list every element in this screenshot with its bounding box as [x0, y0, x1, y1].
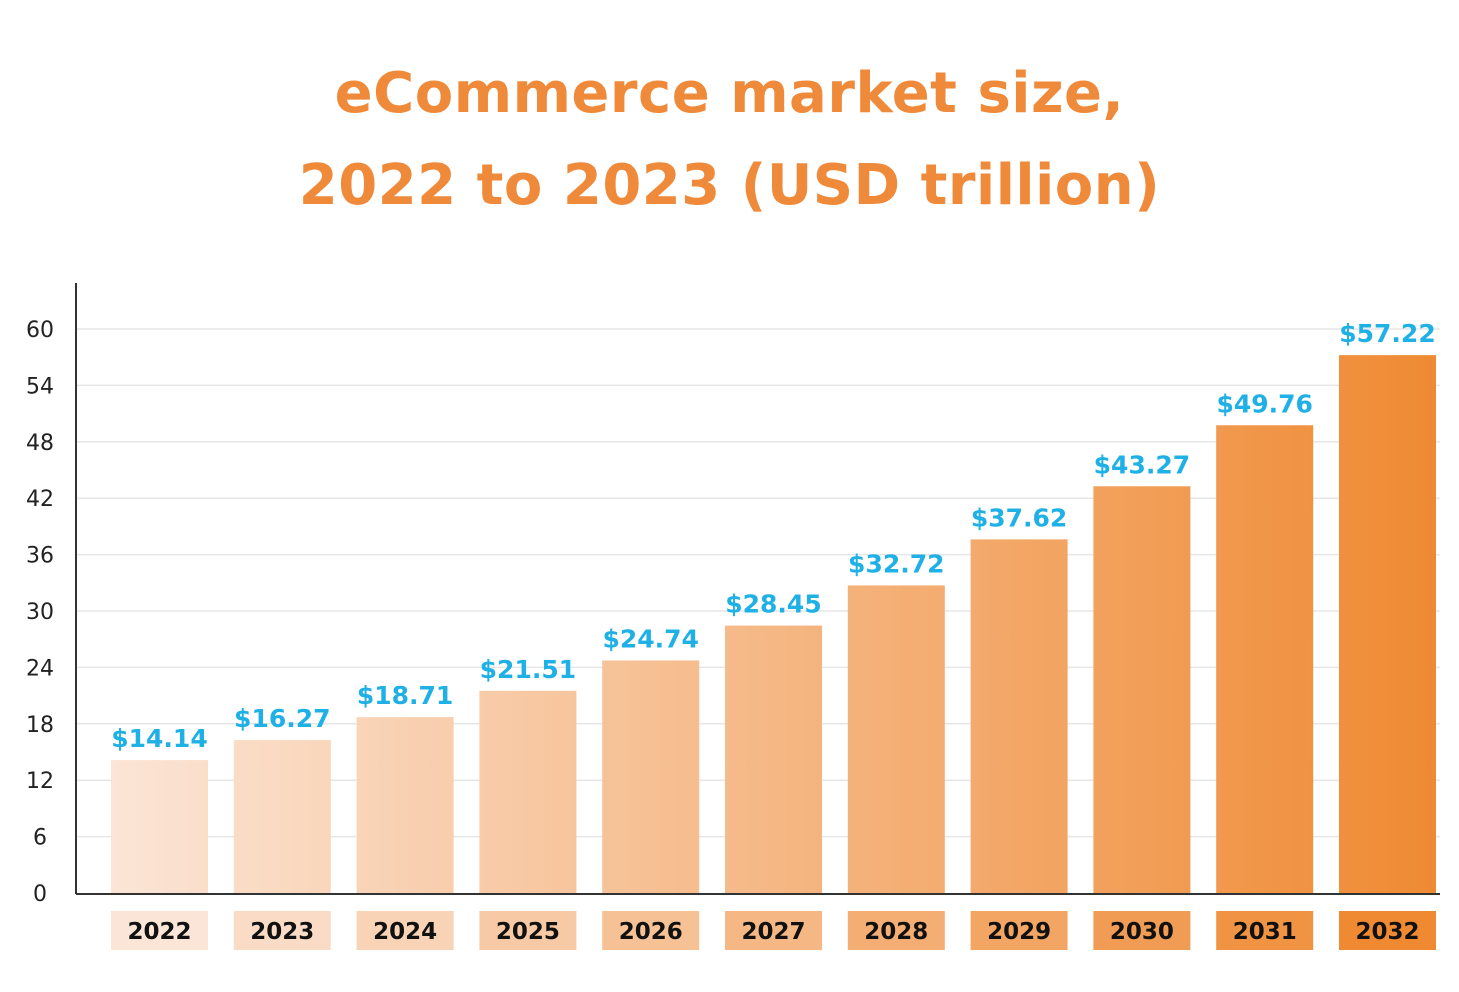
bar-value-label: $43.27: [1094, 450, 1190, 479]
y-tick-label: 54: [26, 374, 54, 399]
bar-value-label: $24.74: [602, 624, 698, 653]
x-category-box: [356, 911, 454, 950]
x-category-box: [725, 911, 822, 950]
bar-value-label: $21.51: [480, 655, 576, 684]
x-category-box: [1216, 911, 1314, 950]
x-tick-label: 2029: [987, 919, 1051, 945]
x-tick-label: 2032: [1355, 919, 1419, 945]
chart-title-line-1: eCommerce market size,: [334, 61, 1125, 126]
y-tick-label: 24: [26, 656, 54, 681]
x-category-box: [233, 911, 331, 950]
x-tick-label: 2025: [496, 919, 560, 945]
bar: [602, 660, 700, 893]
y-tick-label: 30: [26, 600, 54, 625]
bar: [1216, 425, 1314, 893]
bar-value-label: $37.62: [971, 503, 1067, 532]
x-category-box: [479, 911, 577, 950]
bar: [1339, 355, 1436, 894]
x-tick-label: 2028: [864, 919, 928, 945]
x-category-box: [847, 911, 945, 950]
y-tick-label: 60: [26, 318, 54, 343]
bar-value-label: $49.76: [1216, 389, 1312, 418]
bar: [356, 717, 454, 893]
x-category-box: [1093, 911, 1191, 950]
y-tick-label: 18: [26, 713, 54, 738]
x-tick-label: 2022: [127, 919, 191, 945]
bar-value-label: $32.72: [848, 549, 944, 578]
x-tick-label: 2030: [1110, 919, 1174, 945]
x-tick-label: 2026: [619, 919, 683, 945]
x-category-box: [970, 911, 1068, 950]
bar-value-label: $28.45: [725, 590, 821, 619]
bar-value-label: $18.71: [357, 681, 453, 710]
x-category-box: [111, 911, 208, 950]
y-tick-label: 12: [26, 769, 54, 794]
bar-value-label: $16.27: [234, 704, 330, 733]
x-category-box: [1339, 911, 1436, 950]
bar-value-label: $14.14: [111, 724, 207, 753]
bar-value-label: $57.22: [1339, 319, 1435, 348]
x-tick-label: 2027: [741, 919, 805, 945]
y-tick-label: 0: [33, 882, 47, 907]
chart-title-line-2: 2022 to 2023 (USD trillion): [298, 153, 1161, 218]
y-tick-label: 48: [26, 431, 54, 456]
x-tick-label: 2023: [250, 919, 314, 945]
bar: [725, 625, 822, 893]
bar: [111, 760, 208, 893]
y-tick-label: 6: [33, 826, 47, 851]
y-tick-label: 42: [26, 487, 54, 512]
bar: [1093, 486, 1191, 893]
bar: [847, 585, 945, 893]
x-tick-label: 2024: [373, 919, 437, 945]
bar: [233, 740, 331, 893]
bar: [970, 539, 1068, 893]
bar: [479, 690, 577, 893]
x-tick-label: 2031: [1233, 919, 1297, 945]
x-category-box: [602, 911, 700, 950]
y-tick-label: 36: [26, 544, 54, 569]
